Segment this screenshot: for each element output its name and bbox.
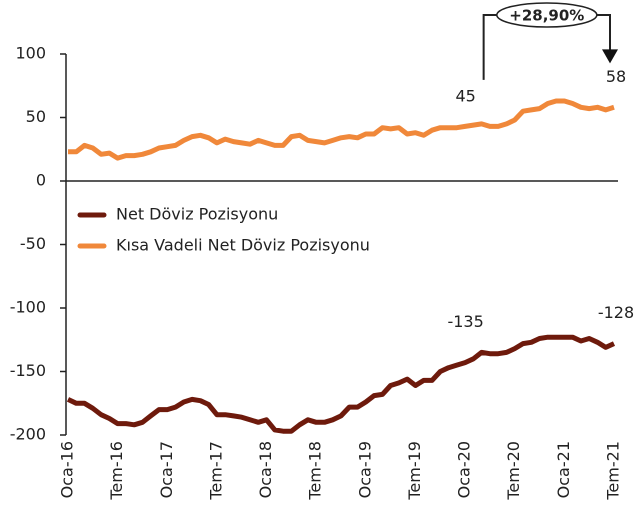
y-tick-label: 100 bbox=[15, 44, 46, 63]
legend-label: Kısa Vadeli Net Döviz Pozisyonu bbox=[116, 236, 370, 255]
y-tick-label: 0 bbox=[36, 171, 46, 190]
line-series bbox=[66, 334, 616, 434]
data-label: 58 bbox=[606, 67, 626, 86]
y-tick-label: -200 bbox=[10, 425, 46, 444]
line-series bbox=[68, 98, 615, 161]
x-tick-label: Oca-21 bbox=[554, 441, 573, 498]
x-tick-label: Oca-17 bbox=[157, 441, 176, 498]
x-tick-label: Oca-19 bbox=[355, 441, 374, 498]
x-tick-label: Oca-20 bbox=[455, 441, 474, 498]
arrow-head bbox=[602, 49, 618, 64]
data-label: 45 bbox=[455, 86, 475, 105]
x-tick-label: Tem-16 bbox=[107, 441, 126, 501]
change-label: +28,90% bbox=[509, 7, 584, 25]
y-tick-label: -150 bbox=[10, 361, 46, 380]
x-tick-label: Tem-18 bbox=[306, 441, 325, 501]
data-label: -128 bbox=[598, 303, 634, 322]
x-tick-label: Tem-17 bbox=[206, 441, 225, 501]
data-label: -135 bbox=[447, 312, 483, 331]
change-box bbox=[496, 2, 598, 28]
x-tick-label: Tem-21 bbox=[604, 441, 623, 501]
y-tick-label: 50 bbox=[26, 107, 46, 126]
x-tick-label: Tem-19 bbox=[405, 441, 424, 501]
y-tick-label: -50 bbox=[20, 234, 46, 253]
legend-label: Net Döviz Pozisyonu bbox=[116, 205, 278, 224]
y-tick-label: -100 bbox=[10, 298, 46, 317]
x-tick-label: Oca-18 bbox=[256, 441, 275, 498]
x-tick-label: Tem-20 bbox=[504, 441, 523, 501]
x-tick-label: Oca-16 bbox=[58, 441, 77, 498]
